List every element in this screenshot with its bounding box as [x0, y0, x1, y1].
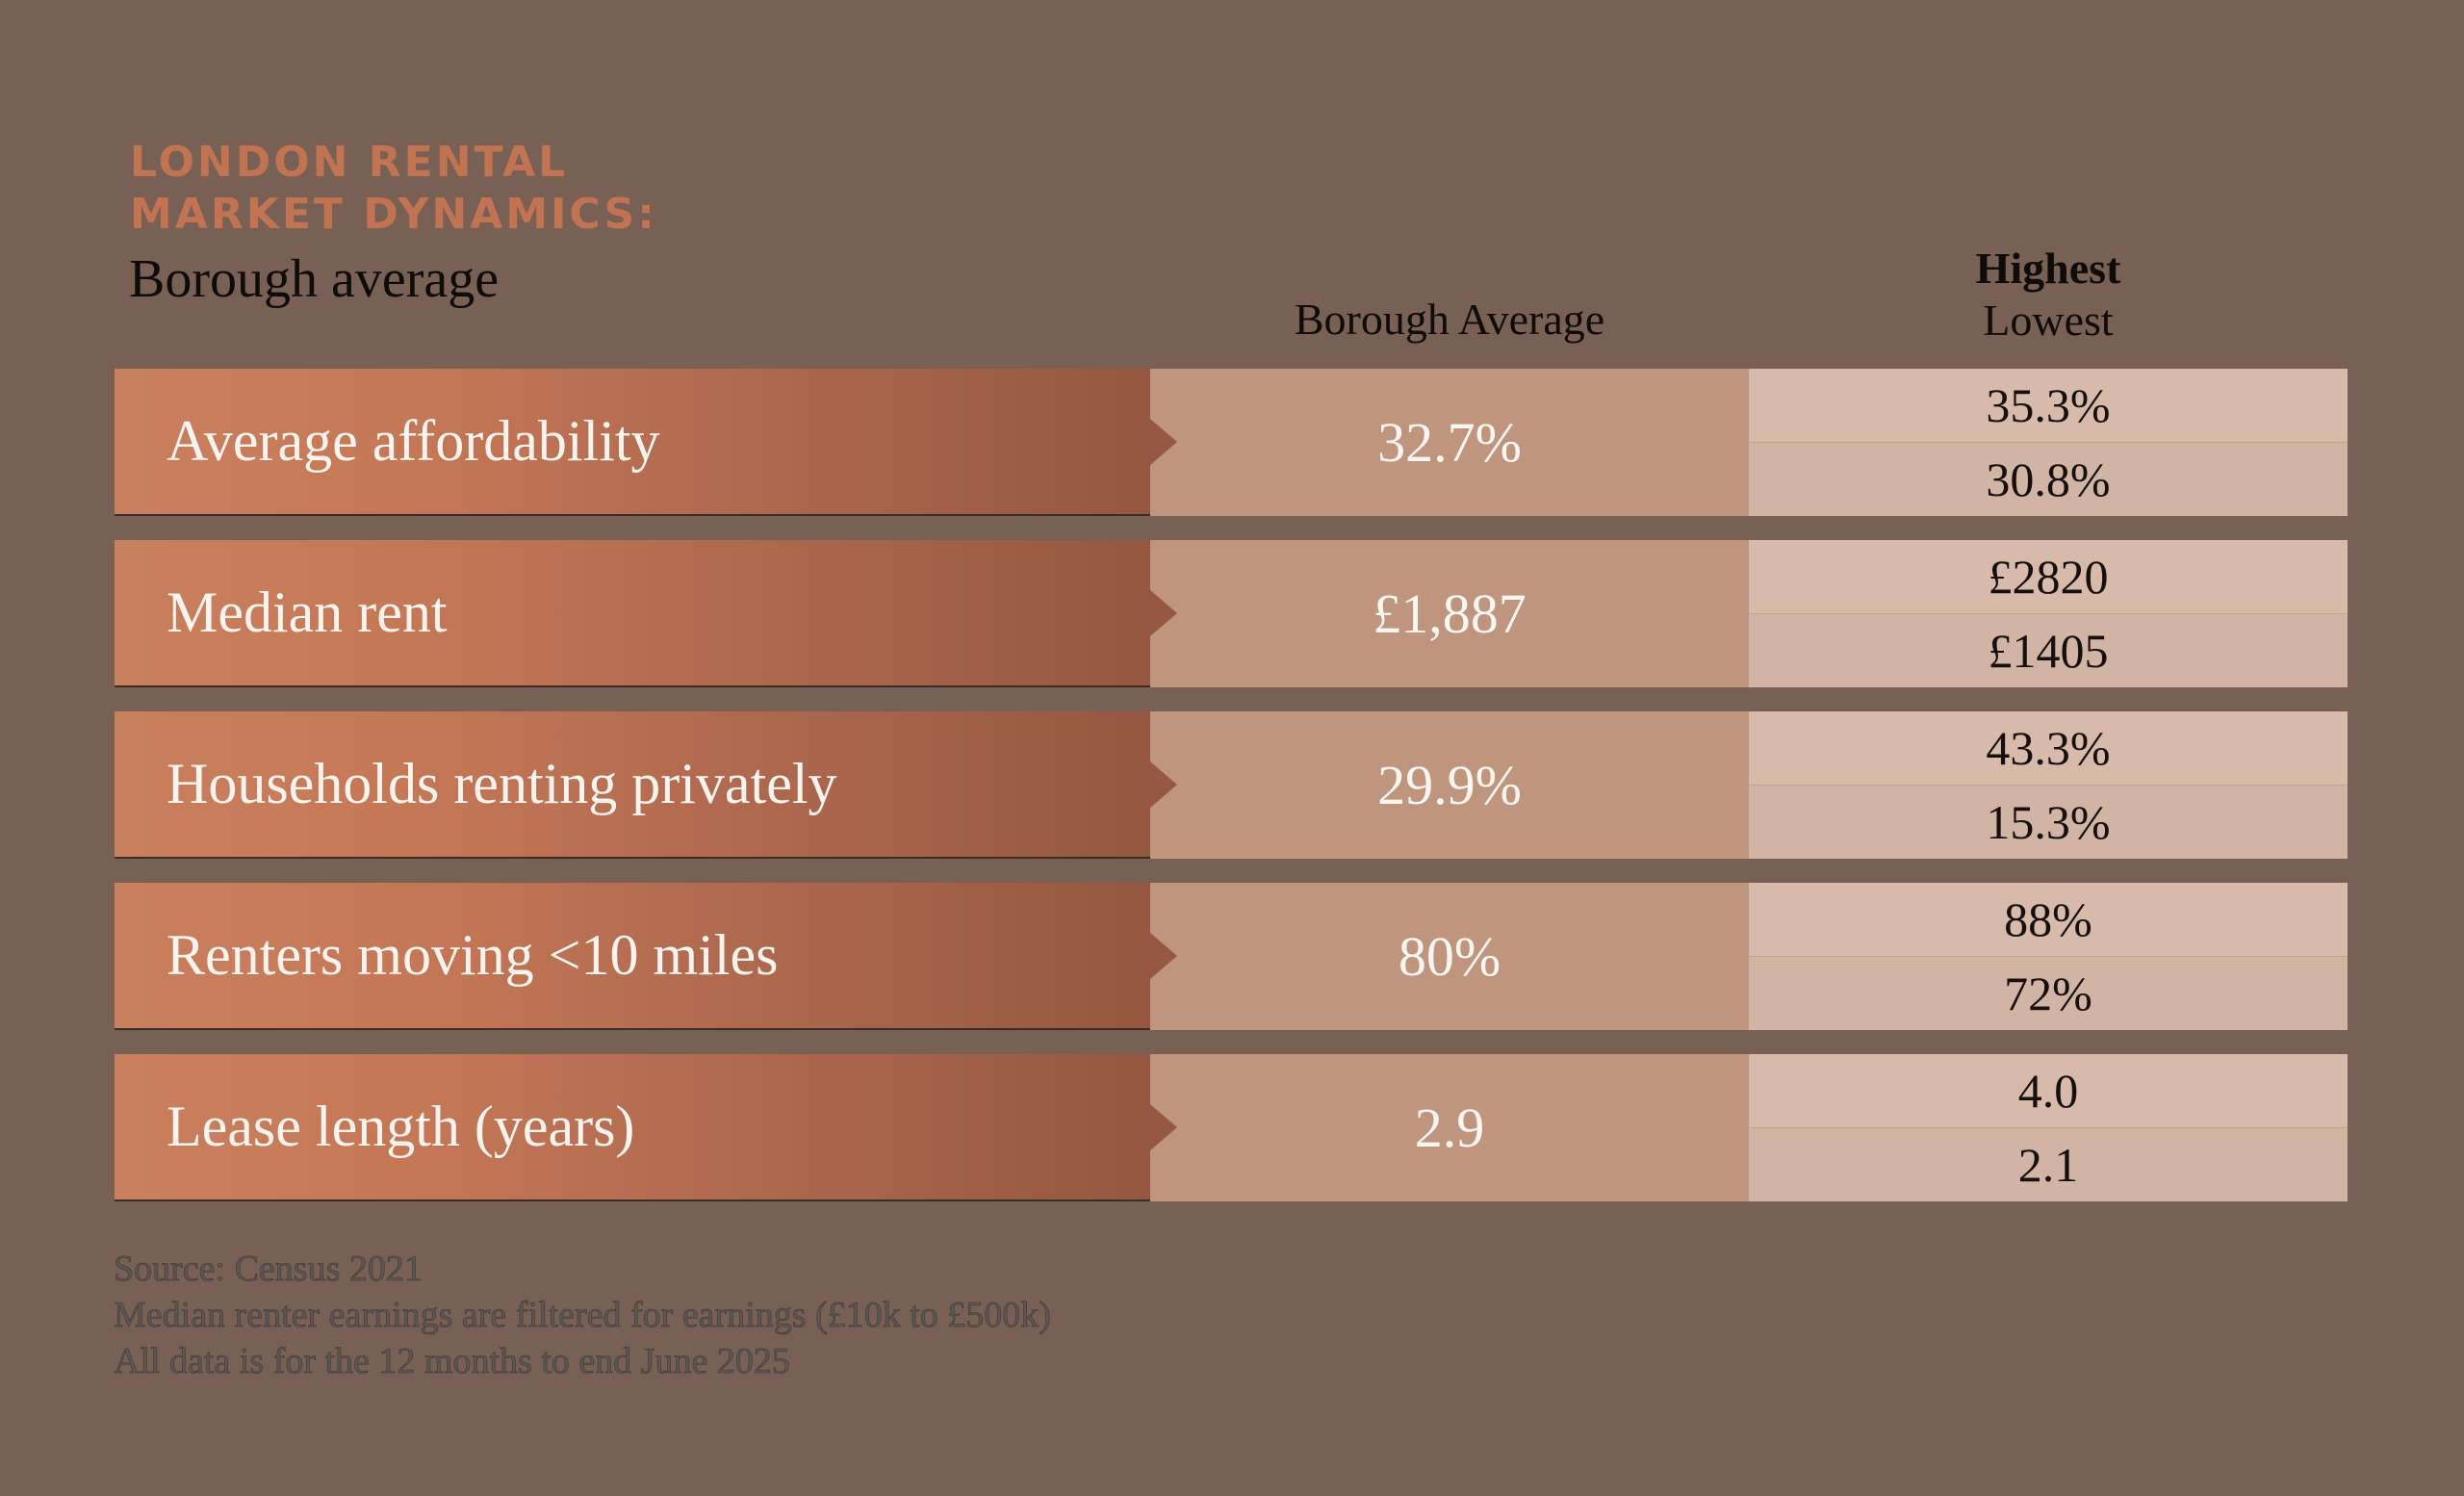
lowest-value: 72%	[1749, 957, 2348, 1030]
range-cell: 35.3% 30.8%	[1749, 369, 2348, 516]
borough-average-value: 29.9%	[1377, 754, 1522, 816]
highest-value: 43.3%	[1749, 711, 2348, 786]
lowest-value: 30.8%	[1749, 443, 2348, 516]
lowest-value: 15.3%	[1749, 786, 2348, 859]
title-line-2: MARKET DYNAMICS:	[130, 190, 657, 239]
metric-label: Households renting privately	[167, 752, 837, 815]
footnote-source: Source: Census 2021	[114, 1249, 423, 1290]
arrow-right-icon	[1150, 933, 1177, 979]
footnote-period: All data is for the 12 months to end Jun…	[114, 1341, 791, 1382]
column-header-highest-lowest: Highest Lowest	[1749, 243, 2348, 347]
arrow-right-icon	[1150, 761, 1177, 808]
footnote-earnings-filter: Median renter earnings are filtered for …	[114, 1295, 1052, 1336]
column-header-borough-average: Borough Average	[1294, 295, 1605, 344]
column-header-lowest: Lowest	[1983, 296, 2114, 345]
highest-value: 35.3%	[1749, 369, 2348, 443]
range-cell: 88% 72%	[1749, 883, 2348, 1030]
range-cell: £2820 £1405	[1749, 540, 2348, 687]
highest-value: 88%	[1749, 883, 2348, 957]
metric-label: Lease length (years)	[167, 1095, 635, 1158]
metric-label-cell: Households renting privately	[115, 711, 1177, 859]
metric-label-cell: Renters moving <10 miles	[115, 883, 1177, 1030]
metric-label-cell: Lease length (years)	[115, 1054, 1177, 1201]
borough-average-value: £1,887	[1373, 582, 1527, 645]
arrow-right-icon	[1150, 419, 1177, 465]
arrow-right-icon	[1150, 590, 1177, 636]
column-header-highest: Highest	[1975, 244, 2121, 293]
borough-average-cell: 80%	[1150, 883, 1749, 1030]
metric-label-cell: Median rent	[115, 540, 1177, 687]
lowest-value: £1405	[1749, 614, 2348, 687]
borough-average-cell: 29.9%	[1150, 711, 1749, 859]
range-cell: 4.0 2.1	[1749, 1054, 2348, 1201]
infographic-title: LONDON RENTAL MARKET DYNAMICS:	[130, 137, 657, 241]
metric-label: Renters moving <10 miles	[167, 923, 779, 987]
footnotes: Source: Census 2021 Median renter earnin…	[114, 1246, 1052, 1384]
borough-average-cell: 32.7%	[1150, 369, 1749, 516]
table-row: Median rent £1,887 £2820 £1405	[115, 540, 2348, 687]
metric-label: Median rent	[167, 580, 448, 644]
borough-average-value: 2.9	[1414, 1096, 1485, 1159]
borough-average-cell: £1,887	[1150, 540, 1749, 687]
table-row: Renters moving <10 miles 80% 88% 72%	[115, 883, 2348, 1030]
subtitle: Borough average	[129, 249, 500, 309]
metrics-table: Average affordability 32.7% 35.3% 30.8% …	[115, 369, 2348, 1201]
lowest-value: 2.1	[1749, 1128, 2348, 1201]
title-line-1: LONDON RENTAL	[130, 138, 569, 187]
range-cell: 43.3% 15.3%	[1749, 711, 2348, 859]
highest-value: 4.0	[1749, 1054, 2348, 1128]
table-row: Lease length (years) 2.9 4.0 2.1	[115, 1054, 2348, 1201]
borough-average-value: 32.7%	[1377, 411, 1522, 474]
arrow-right-icon	[1150, 1104, 1177, 1150]
borough-average-cell: 2.9	[1150, 1054, 1749, 1201]
borough-average-value: 80%	[1398, 925, 1502, 988]
table-row: Households renting privately 29.9% 43.3%…	[115, 711, 2348, 859]
metric-label: Average affordability	[167, 409, 660, 473]
metric-label-cell: Average affordability	[115, 369, 1177, 516]
highest-value: £2820	[1749, 540, 2348, 614]
table-row: Average affordability 32.7% 35.3% 30.8%	[115, 369, 2348, 516]
